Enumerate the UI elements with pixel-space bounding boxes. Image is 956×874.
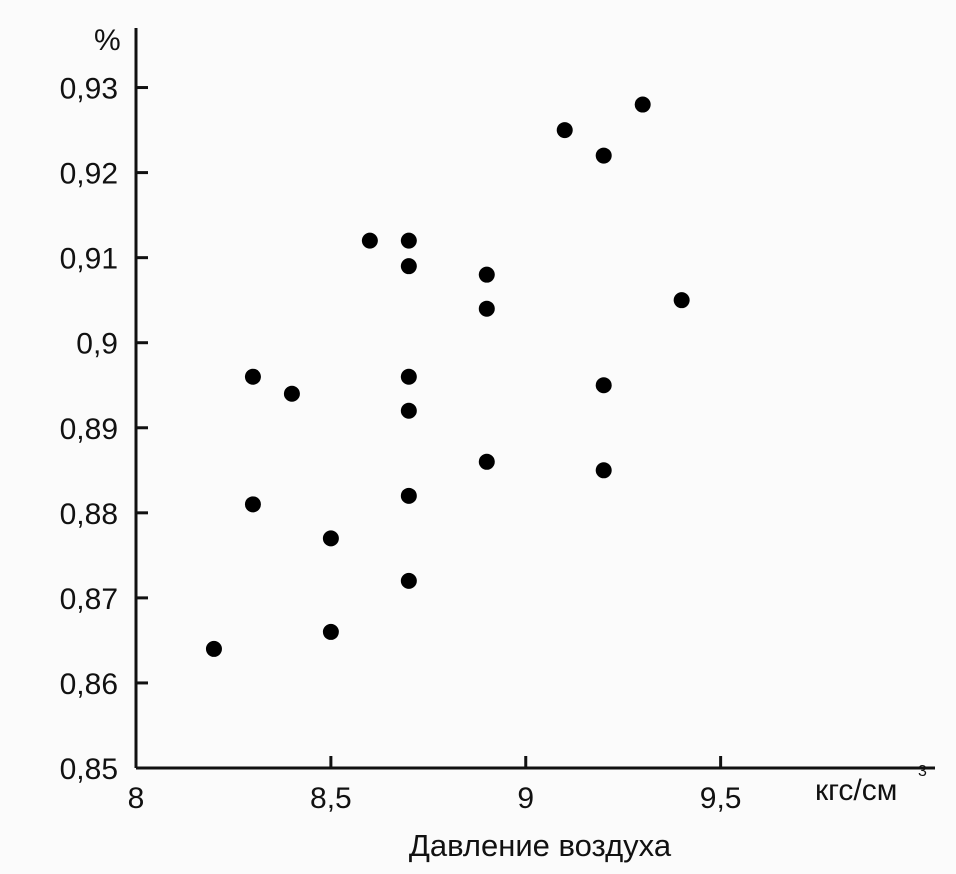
data-point bbox=[400, 368, 417, 385]
x-axis-title: Давление воздуха bbox=[409, 828, 672, 863]
data-point bbox=[595, 377, 612, 394]
data-point bbox=[322, 623, 339, 640]
x-tick-label: 8,5 bbox=[310, 782, 352, 815]
data-point bbox=[478, 453, 495, 470]
y-tick-label: 0,93 bbox=[60, 73, 118, 106]
x-tick-label: 9,5 bbox=[700, 782, 742, 815]
data-point bbox=[400, 258, 417, 275]
data-point bbox=[478, 266, 495, 283]
data-point bbox=[400, 572, 417, 589]
data-point bbox=[400, 232, 417, 249]
data-point bbox=[673, 292, 690, 309]
y-tick-label: 0,9 bbox=[76, 328, 118, 361]
y-tick-label: 0,85 bbox=[60, 753, 118, 786]
data-point bbox=[478, 300, 495, 317]
y-tick-label: 0,88 bbox=[60, 498, 118, 531]
y-tick-label: 0,92 bbox=[60, 158, 118, 191]
y-unit-label: % bbox=[94, 24, 121, 57]
y-tick-label: 0,86 bbox=[60, 668, 118, 701]
data-point bbox=[244, 496, 261, 513]
data-point bbox=[595, 462, 612, 479]
data-point bbox=[361, 232, 378, 249]
data-point bbox=[595, 147, 612, 164]
y-tick-label: 0,91 bbox=[60, 243, 118, 276]
axes bbox=[134, 28, 935, 770]
data-point bbox=[400, 402, 417, 419]
data-point bbox=[400, 487, 417, 504]
data-point bbox=[244, 368, 261, 385]
x-tick-label: 8 bbox=[128, 782, 145, 815]
data-point bbox=[322, 530, 339, 547]
y-tick-label: 0,89 bbox=[60, 413, 118, 446]
data-points bbox=[205, 96, 690, 657]
x-tick-label: 9 bbox=[517, 782, 534, 815]
ticks bbox=[134, 86, 723, 770]
data-point bbox=[634, 96, 651, 113]
x-unit-label: кгс/см bbox=[815, 774, 897, 807]
data-point bbox=[556, 122, 573, 139]
data-point bbox=[205, 640, 222, 657]
x-unit-superscript: 3 bbox=[918, 763, 927, 780]
data-point bbox=[283, 385, 300, 402]
y-tick-label: 0,87 bbox=[60, 583, 118, 616]
tick-labels: 0,85 0,86 0,87 0,88 0,89 0,9 0,91 0,92 0,93 8 8,5 9… bbox=[60, 73, 742, 815]
